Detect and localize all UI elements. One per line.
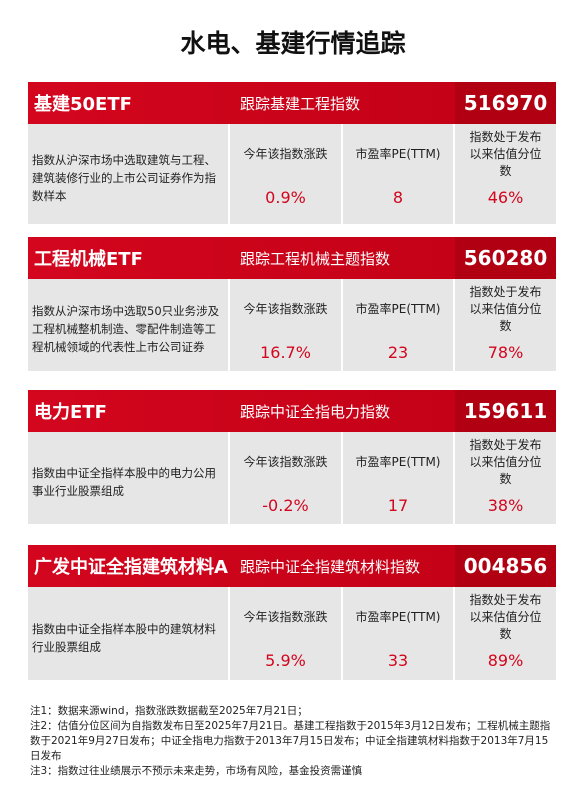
metric-value: 16.7% [260, 343, 311, 362]
metric: 市盈率PE(TTM) 33 [343, 587, 453, 680]
fund-code: 159611 [455, 390, 556, 432]
metric: 指数处于发布以来估值分位数 78% [455, 279, 556, 371]
metric-value: 38% [487, 496, 524, 515]
card-body: 指数由中证全指样本股中的电力公用事业行业股票组成 今年该指数涨跌 -0.2% 市盈率P… [28, 432, 556, 524]
card-header: 电力ETF 跟踪中证全指电力指数 159611 [28, 390, 556, 432]
metric-label: 今年该指数涨跌 [243, 609, 328, 624]
metric-label: 指数处于发布以来估值分位数 [469, 284, 542, 333]
note: 注2：估值分位区间为自指数发布日至2025年7月21日。基建工程指数于2015年… [30, 720, 551, 762]
metric-value: -0.2% [262, 496, 309, 515]
metric: 指数处于发布以来估值分位数 38% [455, 432, 556, 524]
metric: 市盈率PE(TTM) 8 [343, 124, 453, 224]
card-header: 广发中证全指建筑材料A 跟踪中证全指建筑材料指数 004856 [28, 545, 556, 587]
metric-value: 17 [387, 496, 409, 515]
description-text: 指数由中证全指样本股中的电力公用事业行业股票组成 [32, 466, 216, 498]
metric: 市盈率PE(TTM) 17 [343, 432, 453, 524]
metric-value: 89% [487, 651, 524, 670]
description-text: 指数从沪深市场中选取建筑与工程、建筑装修行业的上市公司证券作为指数样本 [32, 153, 216, 203]
fund-name: 广发中证全指建筑材料A [34, 557, 228, 578]
description: 指数从沪深市场中选取50只业务涉及工程机械整机制造、零配件制造等工程机械领域的代… [28, 279, 228, 371]
fund-card: 电力ETF 跟踪中证全指电力指数 159611 指数由中证全指样本股中的电力公用事业行… [28, 390, 556, 524]
metric-value: 5.9% [265, 651, 306, 670]
description-text: 指数由中证全指样本股中的建筑材料行业股票组成 [32, 621, 216, 654]
fund-card: 广发中证全指建筑材料A 跟踪中证全指建筑材料指数 004856 指数由中证全指样本股中… [28, 545, 556, 680]
metric-label: 指数处于发布以来估值分位数 [469, 129, 542, 178]
metric-value: 33 [387, 651, 409, 670]
metric-label: 今年该指数涨跌 [243, 301, 328, 316]
metric-value: 78% [487, 343, 524, 362]
metric-label: 今年该指数涨跌 [243, 454, 328, 469]
note: 注1：数据来源wind，指数涨跌数据截至2025年7月21日； [30, 705, 308, 717]
tracking-index: 跟踪中证全指建筑材料指数 [240, 557, 421, 576]
notes: 注1：数据来源wind，指数涨跌数据截至2025年7月21日； 注2：估值分位区间… [30, 704, 556, 779]
note: 注3：指数过往业绩展示不预示未来走势，市场有风险，基金投资需谨慎 [30, 765, 363, 777]
metric-label: 市盈率PE(TTM) [355, 454, 441, 469]
description: 指数由中证全指样本股中的建筑材料行业股票组成 [28, 587, 228, 680]
metric-value: 23 [387, 343, 409, 362]
metric: 今年该指数涨跌 5.9% [230, 587, 341, 680]
metric: 今年该指数涨跌 -0.2% [230, 432, 341, 524]
metric-label: 指数处于发布以来估值分位数 [469, 592, 542, 641]
fund-card: 工程机械ETF 跟踪工程机械主题指数 560280 指数从沪深市场中选取50只业务涉及… [28, 237, 556, 371]
fund-code: 004856 [455, 545, 556, 587]
metric-value: 46% [487, 188, 524, 207]
metric: 指数处于发布以来估值分位数 46% [455, 124, 556, 224]
card-header: 基建50ETF 跟踪基建工程指数 516970 [28, 82, 556, 124]
metric: 今年该指数涨跌 0.9% [230, 124, 341, 224]
card-body: 指数由中证全指样本股中的建筑材料行业股票组成 今年该指数涨跌 5.9% 市盈率PE(T… [28, 587, 556, 680]
description: 指数由中证全指样本股中的电力公用事业行业股票组成 [28, 432, 228, 524]
metric-label: 指数处于发布以来估值分位数 [469, 437, 542, 486]
metric-label: 市盈率PE(TTM) [355, 146, 441, 161]
metric-label: 市盈率PE(TTM) [355, 609, 441, 624]
metric-label: 市盈率PE(TTM) [355, 301, 441, 316]
description-text: 指数从沪深市场中选取50只业务涉及工程机械整机制造、零配件制造等工程机械领域的代… [32, 304, 220, 354]
title: 水电、基建行情追踪 [180, 29, 406, 58]
description: 指数从沪深市场中选取建筑与工程、建筑装修行业的上市公司证券作为指数样本 [28, 124, 228, 224]
metric: 市盈率PE(TTM) 23 [343, 279, 453, 371]
tracking-index: 跟踪中证全指电力指数 [240, 402, 391, 421]
metric-label: 今年该指数涨跌 [243, 146, 328, 161]
metric-value: 0.9% [265, 188, 306, 207]
tracking-index: 跟踪工程机械主题指数 [240, 249, 391, 268]
metric: 指数处于发布以来估值分位数 89% [455, 587, 556, 680]
fund-code: 560280 [455, 237, 556, 279]
metric-value: 8 [392, 188, 404, 207]
card-body: 指数从沪深市场中选取建筑与工程、建筑装修行业的上市公司证券作为指数样本 今年该指数… [28, 124, 556, 224]
metric: 今年该指数涨跌 16.7% [230, 279, 341, 371]
fund-card: 基建50ETF 跟踪基建工程指数 516970 指数从沪深市场中选取建筑与工程、建筑装… [28, 82, 556, 224]
fund-name: 电力ETF [34, 402, 107, 423]
fund-code: 516970 [455, 82, 556, 124]
tracking-index: 跟踪基建工程指数 [240, 94, 361, 113]
card-body: 指数从沪深市场中选取50只业务涉及工程机械整机制造、零配件制造等工程机械领域的代… [28, 279, 556, 371]
card-header: 工程机械ETF 跟踪工程机械主题指数 560280 [28, 237, 556, 279]
fund-name: 工程机械ETF [34, 249, 143, 270]
fund-name: 基建50ETF [34, 94, 132, 115]
